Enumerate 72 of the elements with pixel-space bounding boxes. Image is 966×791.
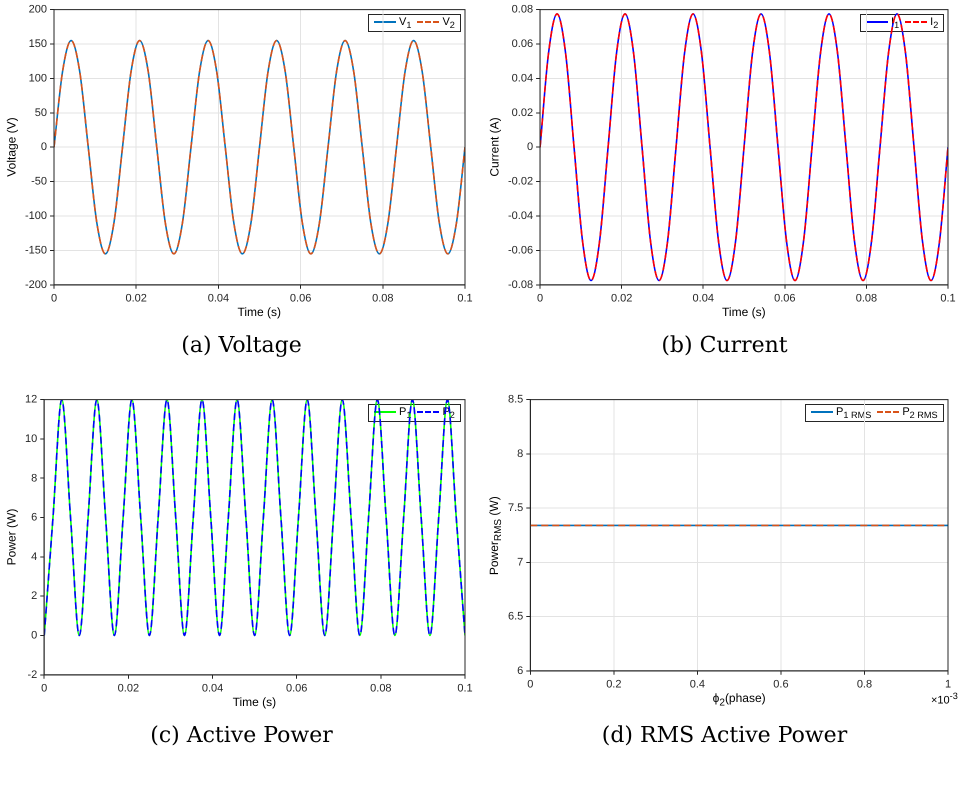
y-tick-label: 50	[34, 106, 48, 119]
x-tick-label: 0.2	[606, 678, 622, 690]
y-tick-label: -0.08	[508, 278, 534, 291]
x-tick-label: 0.04	[202, 682, 224, 694]
y-tick-label: 10	[24, 432, 38, 445]
legend-label: V$_{1}$	[399, 16, 412, 30]
x-tick-label: 0.06	[290, 292, 312, 304]
y-tick-label: 200	[28, 4, 48, 16]
y-tick-label: -2	[27, 668, 38, 681]
y-tick-label: 0	[31, 630, 38, 642]
legend-label: P$_{2 RMS}$	[902, 406, 938, 420]
x-axis-title: ϕ$_{2}$(phase)	[712, 690, 766, 708]
x-tick-label: 0	[537, 292, 544, 304]
text: ×10$^{-3}$	[931, 690, 958, 706]
y-tick-label: 8	[517, 448, 524, 460]
text: (a) Voltage	[180, 333, 303, 358]
y-tick-label: 2	[31, 590, 38, 602]
x-tick-label: 0.08	[372, 292, 394, 304]
x-tick-label: 0.6	[773, 678, 789, 690]
x-tick-label: 1	[944, 678, 952, 690]
x-tick-label: 0.02	[126, 292, 147, 304]
x-tick-label: 0.02	[118, 682, 140, 694]
y-axis-title: Voltage (V)	[4, 118, 18, 177]
x-tick-label: 0.1	[457, 682, 473, 694]
y-tick-label: -0.06	[508, 244, 534, 256]
y-tick-label: 0	[526, 141, 534, 154]
y-tick-label: 7.5	[508, 502, 524, 514]
text: (b) Current	[660, 333, 789, 358]
x-axis-title: Time (s)	[238, 304, 282, 319]
x-tick-label: 0.1	[940, 292, 956, 304]
y-tick-label: 8	[31, 472, 38, 484]
y-tick-label: 6	[31, 512, 38, 524]
y-tick-label: 100	[28, 72, 48, 84]
y-tick-label: 12	[24, 394, 38, 406]
x-tick-label: 0.04	[208, 292, 230, 304]
x-tick-label: 0	[50, 292, 58, 304]
line-series	[540, 13, 948, 282]
y-tick-label: 150	[28, 38, 48, 50]
y-tick-label: 0.02	[512, 106, 534, 119]
y-tick-label: 0	[40, 141, 48, 154]
y-tick-label: -200	[24, 278, 48, 291]
y-tick-label: 8.5	[508, 394, 524, 406]
y-tick-label: 0.06	[512, 38, 534, 50]
line-series	[54, 40, 465, 255]
y-tick-label: -100	[24, 210, 48, 222]
y-tick-label: 6	[517, 664, 524, 677]
text: (d) RMS Active Power	[600, 723, 848, 748]
x-tick-label: 0.06	[774, 292, 796, 304]
x-tick-label: 0.06	[286, 682, 308, 694]
x-tick-label: 0.1	[457, 292, 473, 304]
legend-label: V$_{2}$	[442, 16, 455, 30]
x-axis-title: Time (s)	[722, 304, 766, 319]
y-tick-label: 0.08	[512, 4, 534, 16]
x-tick-label: 0.02	[610, 292, 632, 304]
y-tick-label: -0.04	[508, 210, 534, 222]
y-tick-label: -150	[24, 244, 48, 256]
text: (c) Active Power	[149, 723, 334, 748]
legend-label: I$_{2}$	[930, 16, 938, 30]
y-axis-title: Power (W)	[4, 508, 18, 566]
y-tick-label: 4	[31, 550, 38, 563]
x-tick-label: 0.04	[692, 292, 714, 304]
x-tick-label: 0.08	[370, 682, 392, 694]
y-tick-label: 6.5	[508, 610, 524, 623]
x-tick-label: 0.4	[690, 678, 706, 690]
y-axis-title: Current (A)	[487, 118, 502, 177]
x-tick-label: 0.8	[856, 678, 872, 690]
y-tick-label: -0.02	[508, 176, 534, 188]
x-tick-label: 0.08	[856, 292, 878, 304]
y-tick-label: -50	[31, 176, 48, 188]
y-tick-label: 0.04	[512, 72, 534, 84]
x-axis-title: Time (s)	[232, 694, 276, 709]
y-tick-label: 7	[517, 556, 524, 568]
